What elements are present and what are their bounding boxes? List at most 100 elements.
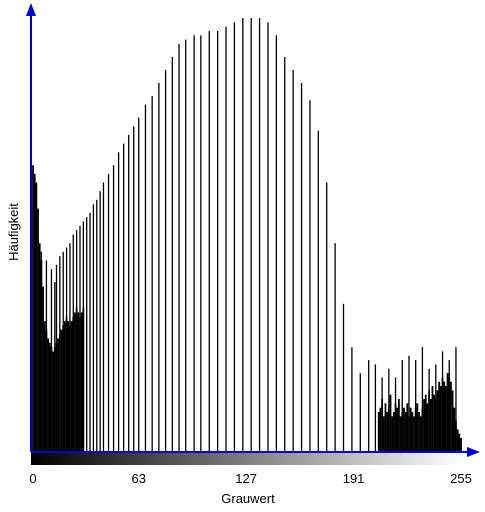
x-tick-label: 255: [450, 471, 472, 486]
histogram-spike-bar: [300, 82, 303, 451]
histogram-spike-bar: [368, 360, 370, 451]
histogram-bar: [52, 351, 55, 451]
histogram-bar: [418, 412, 420, 451]
histogram-spike-bar: [309, 100, 311, 452]
histogram-spike-bar: [292, 69, 294, 452]
histogram-spike-bar: [193, 35, 195, 451]
x-tick-label: 0: [29, 471, 36, 486]
histogram-spike-bar: [96, 199, 98, 451]
histogram-spike-bar: [133, 126, 135, 451]
histogram-spike-bar: [242, 18, 244, 451]
histogram-bar: [35, 182, 38, 452]
x-tick-label: 63: [132, 471, 146, 486]
histogram-spike-bar: [435, 364, 437, 451]
histogram-bar: [426, 403, 429, 451]
histogram-bar: [439, 386, 442, 451]
x-tick-label: 191: [343, 471, 365, 486]
histogram-spike-bar: [441, 351, 444, 451]
histogram-spike-bar: [164, 69, 167, 452]
histogram-spike-bar: [200, 35, 202, 451]
histogram-spike-bar: [117, 152, 120, 452]
histogram-bar: [460, 438, 462, 451]
histogram-bar: [391, 416, 394, 451]
histogram-bar: [413, 416, 415, 451]
histogram-spike-bar: [342, 303, 345, 451]
histogram-spike-bar: [82, 221, 84, 451]
histogram-bar: [63, 321, 66, 451]
histogram-bar: [398, 399, 400, 451]
histogram-bar: [446, 373, 449, 451]
histogram-spike-bar: [394, 377, 397, 451]
histogram-spike-bar: [421, 347, 424, 451]
histogram-bar: [424, 394, 427, 451]
histogram-bar: [443, 381, 446, 451]
x-tick-label: 127: [235, 471, 257, 486]
histogram-spike-bar: [122, 143, 125, 451]
histogram-spike-bar: [144, 104, 147, 451]
histogram-bar: [80, 312, 83, 451]
histogram-bar: [456, 429, 459, 451]
histogram-bar: [48, 342, 51, 451]
histogram-bar: [404, 412, 407, 451]
y-axis-label: Häufigkeit: [6, 203, 21, 261]
histogram-bar: [377, 412, 380, 451]
histogram-spike-bar: [128, 134, 130, 451]
histogram-spike-bar: [79, 225, 81, 451]
histogram-spike-bar: [225, 26, 227, 451]
histogram-bar: [429, 399, 432, 451]
histogram-spike-bar: [50, 269, 53, 451]
axes: [26, 3, 480, 457]
histogram-bar: [438, 381, 441, 451]
histogram-spike-bar: [112, 165, 115, 451]
histogram-bar: [74, 312, 76, 451]
histogram-spike-bar: [216, 30, 219, 452]
histogram-bar: [406, 403, 409, 451]
histogram-spike-bar: [275, 35, 278, 451]
histogram-bar: [453, 407, 456, 451]
histogram-bar: [67, 321, 70, 451]
histogram-spike-bar: [326, 182, 328, 452]
histogram-spike-bar: [55, 264, 58, 451]
histogram-bar: [77, 312, 80, 451]
histogram-spike-bar: [69, 243, 71, 451]
histogram-bar: [57, 338, 60, 451]
histogram-bar: [431, 386, 434, 451]
histogram-bar: [419, 416, 422, 451]
histogram-spike-bar: [250, 18, 252, 451]
histogram-spike-bar: [72, 234, 74, 451]
histogram-bar: [458, 433, 461, 451]
histogram-spike-bar: [171, 56, 173, 451]
histogram-bar: [392, 412, 395, 451]
histogram-spike-bar: [62, 251, 64, 451]
histogram-spike-bar: [388, 368, 390, 451]
histogram-spike-bar: [408, 355, 410, 451]
histogram-spike-bar: [59, 256, 61, 451]
grayscale-gradient-bar: [31, 452, 463, 465]
histogram-spike-bar: [54, 282, 56, 451]
histogram-spike-bar: [208, 30, 210, 452]
histogram-spike-bar: [267, 22, 269, 452]
histogram-bar: [60, 329, 63, 451]
histogram-bar: [423, 399, 425, 451]
histogram-bar: [382, 416, 385, 451]
histogram-bar: [433, 394, 436, 451]
histogram-bar: [444, 386, 447, 451]
histogram-bar: [386, 412, 389, 451]
histogram-spike-bar: [65, 247, 68, 451]
histogram-spike-bar: [374, 364, 377, 451]
histogram-bar: [38, 243, 41, 451]
histogram-spike-bar: [45, 260, 48, 451]
histogram-spike-bar: [317, 130, 319, 451]
histogram-spike-bar: [89, 212, 91, 451]
histogram-spike-bar: [401, 360, 403, 451]
x-tick-labels: 0 63 127 191 255: [29, 471, 471, 486]
histogram-bar: [396, 407, 399, 451]
histogram-bar: [409, 407, 412, 451]
histogram-bar: [389, 394, 392, 451]
histogram-spike-bar: [86, 217, 88, 451]
histogram-spike-bar: [107, 173, 110, 451]
histogram-bar: [47, 338, 50, 451]
histogram-spike-bar: [92, 204, 95, 451]
histogram-spike-bar: [178, 43, 180, 451]
